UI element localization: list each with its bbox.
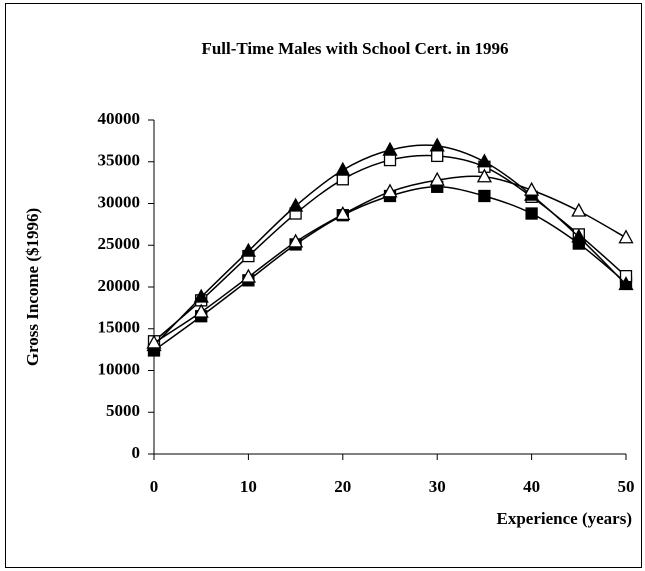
y-tick-label: 40000 bbox=[98, 109, 141, 128]
marker bbox=[240, 268, 256, 283]
marker bbox=[382, 141, 398, 156]
marker bbox=[288, 233, 304, 248]
marker bbox=[618, 229, 634, 244]
marker bbox=[476, 168, 492, 183]
x-tick-label: 40 bbox=[523, 477, 540, 496]
marker bbox=[146, 334, 162, 349]
y-tick-label: 10000 bbox=[98, 359, 141, 378]
marker bbox=[335, 205, 351, 221]
x-tick-label: 50 bbox=[618, 477, 635, 496]
marker bbox=[240, 242, 256, 257]
marker bbox=[193, 288, 209, 303]
marker bbox=[525, 207, 538, 220]
marker bbox=[288, 197, 304, 212]
y-tick-label: 5000 bbox=[106, 401, 140, 420]
marker bbox=[431, 149, 444, 163]
marker bbox=[382, 183, 398, 198]
x-tick-label: 20 bbox=[334, 477, 351, 496]
x-tick-label: 0 bbox=[150, 477, 159, 496]
y-tick-label: 15000 bbox=[98, 318, 141, 337]
y-axis-label: Gross Income ($1996) bbox=[23, 208, 42, 366]
y-tick-label: 0 bbox=[132, 443, 141, 462]
chart-title: Full-Time Males with School Cert. in 199… bbox=[201, 39, 508, 58]
chart-border bbox=[5, 3, 642, 568]
marker bbox=[193, 303, 209, 318]
x-axis-label: Experience (years) bbox=[497, 509, 632, 528]
marker bbox=[476, 153, 492, 168]
marker bbox=[478, 189, 491, 203]
y-tick-label: 35000 bbox=[98, 151, 141, 170]
marker bbox=[429, 137, 445, 152]
marker bbox=[335, 161, 351, 176]
marker bbox=[618, 276, 634, 291]
y-tick-label: 30000 bbox=[98, 192, 141, 211]
marker bbox=[383, 153, 397, 167]
marker bbox=[571, 228, 587, 243]
y-tick-label: 25000 bbox=[98, 234, 141, 253]
y-tick-label: 20000 bbox=[98, 276, 141, 295]
x-tick-label: 30 bbox=[429, 477, 446, 496]
x-tick-label: 10 bbox=[240, 477, 257, 496]
marker bbox=[524, 181, 540, 196]
marker bbox=[429, 171, 445, 186]
marker bbox=[571, 202, 587, 217]
